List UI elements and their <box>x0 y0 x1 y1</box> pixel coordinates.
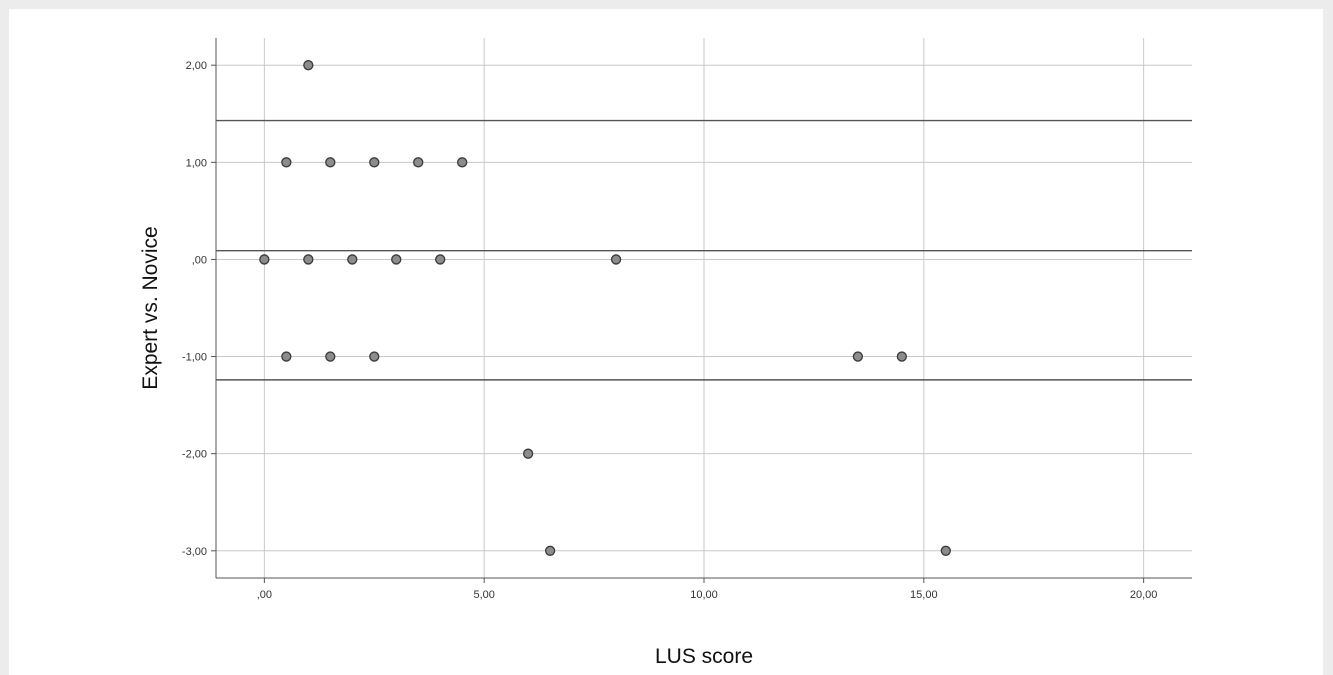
data-point <box>413 157 424 168</box>
data-point <box>281 351 292 362</box>
axes <box>211 38 1192 583</box>
data-point <box>369 157 380 168</box>
y-tick-label: -3,00 <box>182 546 207 558</box>
y-tick-label: -1,00 <box>182 352 207 364</box>
data-point <box>610 254 622 265</box>
x-tick-label: 15,00 <box>910 589 938 601</box>
data-point <box>281 157 292 168</box>
reference-lines <box>216 119 1192 381</box>
data-point <box>325 351 336 362</box>
data-point <box>303 60 314 71</box>
y-tick-label: ,00 <box>192 254 207 266</box>
data-point <box>347 254 358 265</box>
data-points <box>259 60 951 556</box>
data-point <box>435 254 446 265</box>
data-point <box>259 254 270 265</box>
x-tick-label: 20,00 <box>1130 589 1158 601</box>
data-point <box>369 351 380 362</box>
y-tick-label: 2,00 <box>186 60 207 72</box>
y-tick-label: 1,00 <box>186 157 207 169</box>
x-tick-label: 10,00 <box>690 589 718 601</box>
x-axis-title: LUS score <box>655 645 753 668</box>
y-axis-title: Expert vs. Novice <box>139 226 162 389</box>
grid-layer <box>216 38 1192 578</box>
data-point <box>325 157 336 168</box>
data-point <box>940 545 951 556</box>
data-point <box>544 545 556 556</box>
x-tick-label: ,00 <box>257 589 272 601</box>
data-point <box>391 254 402 265</box>
tick-labels: ,00 5,00 10,00 15,00 20,00 2,00 1,00 ,00 -1,00 -2… <box>182 60 1157 601</box>
y-tick-label: -2,00 <box>182 449 207 461</box>
data-point <box>457 157 468 168</box>
data-point <box>852 351 864 362</box>
data-point <box>522 448 534 459</box>
data-point <box>303 254 314 265</box>
x-tick-label: 5,00 <box>473 589 494 601</box>
data-point <box>896 351 907 362</box>
